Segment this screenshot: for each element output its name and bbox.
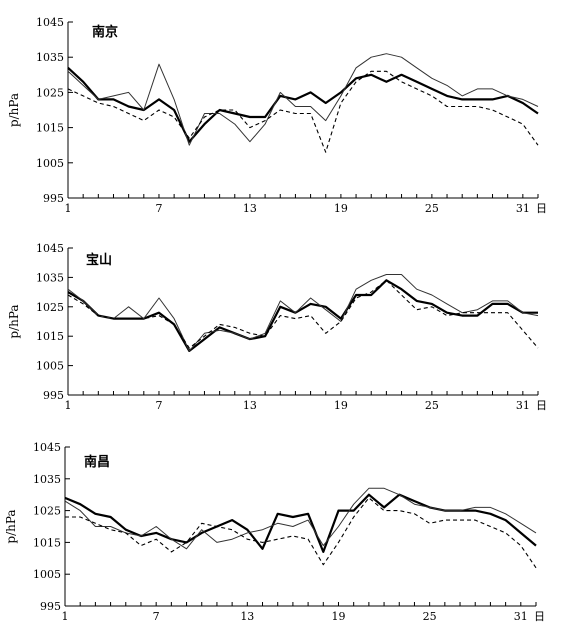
chart-title: 南昌 [84, 454, 110, 470]
y-tick-label: 1045 [33, 441, 61, 454]
y-tick-label: 995 [40, 600, 61, 613]
x-tick-label: 19 [331, 610, 345, 623]
y-tick-label: 1005 [36, 157, 64, 170]
x-tick-label: 1 [65, 202, 72, 215]
x-tick-label: 7 [153, 610, 160, 623]
y-tick-label: 1015 [33, 536, 61, 549]
x-tick-label: 7 [155, 202, 162, 215]
series-line-thin [64, 487, 537, 550]
x-unit-label: 日 [534, 610, 545, 623]
series-line-dashed [65, 497, 537, 569]
y-tick-label: 1005 [36, 360, 64, 373]
y-tick-label: 1045 [36, 16, 64, 29]
x-tick-label: 25 [425, 202, 439, 215]
y-tick-label: 1015 [36, 330, 64, 343]
y-tick-label: 1045 [36, 242, 64, 255]
y-tick-label: 1015 [36, 122, 64, 135]
y-tick-label: 995 [43, 192, 64, 205]
x-tick-label: 13 [240, 610, 254, 623]
y-axis-label: p/hPa [4, 509, 18, 543]
series-line-thin [67, 274, 539, 352]
series-line-thin [67, 53, 539, 146]
y-tick-label: 1025 [36, 86, 64, 99]
x-tick-label: 13 [243, 202, 257, 215]
x-tick-label: 1 [65, 399, 72, 412]
x-tick-label: 31 [516, 202, 530, 215]
x-tick-label: 19 [334, 399, 348, 412]
y-axis-label: p/hPa [7, 304, 21, 338]
x-tick-label: 19 [334, 202, 348, 215]
y-tick-label: 1035 [33, 473, 61, 486]
y-tick-label: 1035 [36, 51, 64, 64]
chart-title: 南京 [92, 24, 118, 40]
x-tick-label: 25 [425, 399, 439, 412]
x-tick-label: 7 [155, 399, 162, 412]
series-line-thick [67, 66, 539, 143]
y-tick-label: 1005 [33, 568, 61, 581]
chart-title: 宝山 [86, 252, 112, 268]
x-unit-label: 日 [536, 399, 547, 412]
x-tick-label: 31 [514, 610, 528, 623]
y-axis-label: p/hPa [7, 93, 21, 127]
y-tick-label: 1025 [36, 301, 64, 314]
y-tick-label: 1035 [36, 271, 64, 284]
x-tick-label: 31 [516, 399, 530, 412]
x-tick-label: 25 [423, 610, 437, 623]
x-tick-label: 13 [243, 399, 257, 412]
series-line-dashed [67, 279, 539, 349]
series-line-dashed [67, 70, 539, 153]
y-tick-label: 995 [43, 389, 64, 402]
x-tick-label: 1 [62, 610, 69, 623]
series-line-thick [67, 279, 538, 352]
y-tick-label: 1025 [33, 505, 61, 518]
x-unit-label: 日 [536, 202, 547, 215]
